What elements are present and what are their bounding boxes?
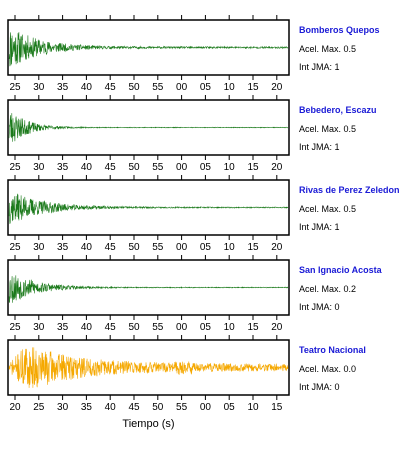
tick-label: 55 <box>176 402 188 413</box>
tick-label: 35 <box>57 242 69 253</box>
tick-label: 45 <box>105 82 117 93</box>
tick-label: 45 <box>105 242 117 253</box>
tick-label: 35 <box>57 162 69 173</box>
station-name: San Ignacio Acosta <box>299 265 383 275</box>
tick-label: 05 <box>200 322 212 333</box>
tick-label: 20 <box>271 322 283 333</box>
tick-label: 25 <box>9 322 21 333</box>
station-name: Rivas de Perez Zeledon <box>299 185 400 195</box>
jma-intensity-label: Int JMA: 1 <box>299 222 340 232</box>
seismogram-panel: 20 25 30 35 40 45 50 55 00 05 10 15 Teatro Nacional A… <box>7 335 366 413</box>
tick-label: 10 <box>247 402 259 413</box>
tick-label: 00 <box>176 242 188 253</box>
waveform-line <box>8 275 289 303</box>
seismogram-panel: 25 30 35 40 45 50 55 00 05 10 15 20 San Ignacio Acos… <box>7 255 383 333</box>
tick-label: 00 <box>200 402 212 413</box>
tick-label: 55 <box>152 162 164 173</box>
tick-label: 20 <box>271 242 283 253</box>
tick-label: 40 <box>81 322 93 333</box>
waveform-line <box>8 113 289 142</box>
waveform-line <box>8 347 289 388</box>
tick-label: 20 <box>9 402 21 413</box>
tick-label: 15 <box>247 82 259 93</box>
max-acceleration-label: Acel. Max. 0.0 <box>299 364 356 374</box>
tick-label: 30 <box>33 162 45 173</box>
tick-label: 10 <box>224 322 236 333</box>
station-name: Teatro Nacional <box>299 345 366 355</box>
tick-label: 25 <box>9 162 21 173</box>
tick-label: 25 <box>33 402 45 413</box>
tick-label: 55 <box>152 242 164 253</box>
tick-label: 55 <box>152 82 164 93</box>
max-acceleration-label: Acel. Max. 0.5 <box>299 124 356 134</box>
station-name: Bomberos Quepos <box>299 25 380 35</box>
tick-label: 05 <box>200 162 212 173</box>
jma-intensity-label: Int JMA: 0 <box>299 382 340 392</box>
waveform-line <box>8 32 289 67</box>
tick-label: 15 <box>247 242 259 253</box>
tick-label: 45 <box>128 402 140 413</box>
seismogram-panel: 25 30 35 40 45 50 55 00 05 10 15 20 Bebedero, Escazu… <box>7 95 377 173</box>
tick-label: 25 <box>9 82 21 93</box>
tick-label: 30 <box>57 402 69 413</box>
waveform-line <box>8 193 289 225</box>
tick-label: 20 <box>271 162 283 173</box>
tick-label: 35 <box>57 82 69 93</box>
tick-label: 45 <box>105 322 117 333</box>
tick-label: 05 <box>224 402 236 413</box>
jma-intensity-label: Int JMA: 0 <box>299 302 340 312</box>
tick-label: 10 <box>224 82 236 93</box>
max-acceleration-label: Acel. Max. 0.5 <box>299 204 356 214</box>
jma-intensity-label: Int JMA: 1 <box>299 142 340 152</box>
tick-label: 40 <box>105 402 117 413</box>
tick-label: 15 <box>271 402 283 413</box>
tick-label: 45 <box>105 162 117 173</box>
max-acceleration-label: Acel. Max. 0.2 <box>299 284 356 294</box>
tick-label: 35 <box>81 402 93 413</box>
tick-label: 00 <box>176 82 188 93</box>
max-acceleration-label: Acel. Max. 0.5 <box>299 44 356 54</box>
x-axis-title: Tiempo (s) <box>122 418 174 430</box>
tick-label: 50 <box>128 162 140 173</box>
tick-label: 10 <box>224 242 236 253</box>
tick-label: 00 <box>176 322 188 333</box>
tick-label: 15 <box>247 162 259 173</box>
tick-label: 20 <box>271 82 283 93</box>
tick-label: 50 <box>152 402 164 413</box>
tick-label: 35 <box>57 322 69 333</box>
station-name: Bebedero, Escazu <box>299 105 377 115</box>
tick-label: 15 <box>247 322 259 333</box>
tick-label: 05 <box>200 82 212 93</box>
tick-label: 30 <box>33 322 45 333</box>
seismogram-panel: 25 30 35 40 45 50 55 00 05 10 15 20 Bomberos Quepos A… <box>7 15 380 93</box>
tick-label: 40 <box>81 82 93 93</box>
seismogram-panel: 25 30 35 40 45 50 55 00 05 10 15 20 Rivas de Perez Z… <box>7 175 400 253</box>
jma-intensity-label: Int JMA: 1 <box>299 62 340 72</box>
tick-label: 30 <box>33 242 45 253</box>
tick-label: 50 <box>128 82 140 93</box>
tick-label: 10 <box>224 162 236 173</box>
tick-label: 50 <box>128 242 140 253</box>
tick-label: 30 <box>33 82 45 93</box>
tick-label: 25 <box>9 242 21 253</box>
tick-label: 50 <box>128 322 140 333</box>
tick-label: 05 <box>200 242 212 253</box>
tick-label: 00 <box>176 162 188 173</box>
tick-label: 55 <box>152 322 164 333</box>
tick-label: 40 <box>81 242 93 253</box>
tick-label: 40 <box>81 162 93 173</box>
